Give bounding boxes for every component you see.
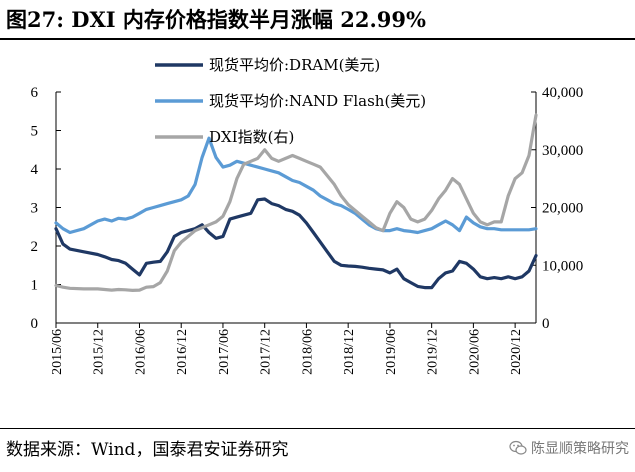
dxi-index-line [54,113,538,292]
y-right-tick-label: 0 [542,316,550,332]
legend-label: 现货平均价:DRAM(美元) [209,56,380,74]
x-tick-label: 2018/06 [300,329,315,375]
dram-price-line [54,197,538,290]
y-left-tick-label: 1 [31,278,39,294]
y-left-tick-label: 3 [31,201,39,217]
y-left-tick-label: 2 [31,239,39,255]
data-source-note: 数据来源：Wind，国泰君安证券研究 [6,440,289,460]
y-right-tick-label: 10,000 [542,258,583,274]
x-tick-label: 2017/06 [217,329,232,375]
watermark: 陈显顺策略研究 [509,438,629,458]
y-right-tick-label: 40,000 [542,85,583,101]
chart-axes: 0 1 2 3 4 5 6 0 10,000 20,000 30,000 40,000 2015/06 2… [31,85,584,375]
x-tick-label: 2019/12 [426,329,441,375]
x-tick-label: 2015/12 [92,329,107,375]
legend-label: 现货平均价:NAND Flash(美元) [209,92,426,110]
y-left-tick-label: 4 [31,162,39,178]
x-tick-label: 2018/12 [342,329,357,375]
x-tick-label: 2016/12 [175,329,190,375]
legend-label: DXI指数(右) [209,128,294,146]
x-tick-label: 2020/06 [467,329,482,375]
line-chart: 0 1 2 3 4 5 6 0 10,000 20,000 30,000 40,000 2015/06 2… [31,56,584,375]
x-tick-label: 2015/06 [50,329,65,375]
y-right-tick-label: 30,000 [542,143,583,159]
x-tick-label: 2019/06 [384,329,399,375]
chart-legend: 现货平均价:DRAM(美元) 现货平均价:NAND Flash(美元) DXI指数(… [155,56,426,146]
chart-title: 图27: DXI 内存价格指数半月涨幅 22.99% [6,7,426,32]
y-left-tick-label: 5 [31,124,39,140]
watermark-text: 陈显顺策略研究 [531,441,629,457]
y-left-tick-label: 6 [31,85,39,101]
x-tick-label: 2016/06 [133,329,148,375]
x-tick-label: 2020/12 [509,329,524,375]
title-divider [0,38,635,40]
y-left-tick-label: 0 [31,316,39,332]
y-right-tick-label: 20,000 [542,201,583,217]
x-tick-label: 2017/12 [259,329,274,375]
chart-series-lines [54,113,538,292]
wechat-icon [509,440,527,455]
footer-divider [0,428,635,429]
nand-price-line [54,136,538,235]
